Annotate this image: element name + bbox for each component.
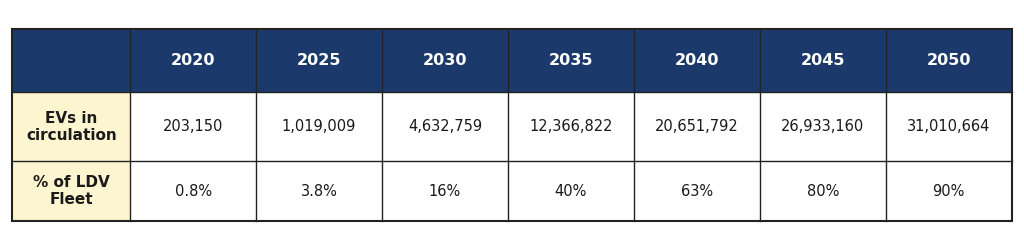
Bar bbox=[382, 92, 508, 161]
Text: 20,651,792: 20,651,792 bbox=[655, 119, 738, 134]
Bar bbox=[634, 92, 760, 161]
Text: 1,019,009: 1,019,009 bbox=[282, 119, 356, 134]
Bar bbox=[256, 92, 382, 161]
Text: 2045: 2045 bbox=[801, 53, 845, 68]
Text: 80%: 80% bbox=[807, 184, 839, 198]
Bar bbox=[12, 92, 130, 161]
Bar bbox=[382, 29, 508, 92]
Text: 40%: 40% bbox=[555, 184, 587, 198]
Bar bbox=[12, 161, 130, 221]
Bar bbox=[12, 29, 130, 92]
Bar bbox=[256, 29, 382, 92]
Bar bbox=[382, 161, 508, 221]
Text: 2050: 2050 bbox=[927, 53, 971, 68]
Bar bbox=[130, 92, 256, 161]
Text: 90%: 90% bbox=[933, 184, 965, 198]
Text: 26,933,160: 26,933,160 bbox=[781, 119, 864, 134]
Bar bbox=[256, 161, 382, 221]
Text: 2025: 2025 bbox=[297, 53, 341, 68]
Text: 16%: 16% bbox=[429, 184, 461, 198]
Text: 2035: 2035 bbox=[549, 53, 593, 68]
Bar bbox=[634, 29, 760, 92]
Bar bbox=[760, 92, 886, 161]
Bar bbox=[130, 29, 256, 92]
Text: % of LDV
Fleet: % of LDV Fleet bbox=[33, 175, 110, 207]
Bar bbox=[508, 92, 634, 161]
Bar bbox=[760, 161, 886, 221]
Text: EVs in
circulation: EVs in circulation bbox=[26, 110, 117, 143]
Text: 31,010,664: 31,010,664 bbox=[907, 119, 990, 134]
Text: 0.8%: 0.8% bbox=[175, 184, 212, 198]
Bar bbox=[130, 161, 256, 221]
Bar bbox=[886, 92, 1012, 161]
Text: 63%: 63% bbox=[681, 184, 713, 198]
Bar bbox=[886, 29, 1012, 92]
Bar bbox=[508, 29, 634, 92]
Text: 3.8%: 3.8% bbox=[301, 184, 338, 198]
Text: 12,366,822: 12,366,822 bbox=[529, 119, 612, 134]
Text: 2030: 2030 bbox=[423, 53, 467, 68]
Bar bbox=[508, 161, 634, 221]
Text: 2020: 2020 bbox=[171, 53, 215, 68]
Text: 4,632,759: 4,632,759 bbox=[408, 119, 482, 134]
Bar bbox=[12, 29, 1012, 221]
Text: 203,150: 203,150 bbox=[163, 119, 223, 134]
Bar bbox=[760, 29, 886, 92]
Text: 2040: 2040 bbox=[675, 53, 719, 68]
Bar bbox=[634, 161, 760, 221]
Bar bbox=[886, 161, 1012, 221]
